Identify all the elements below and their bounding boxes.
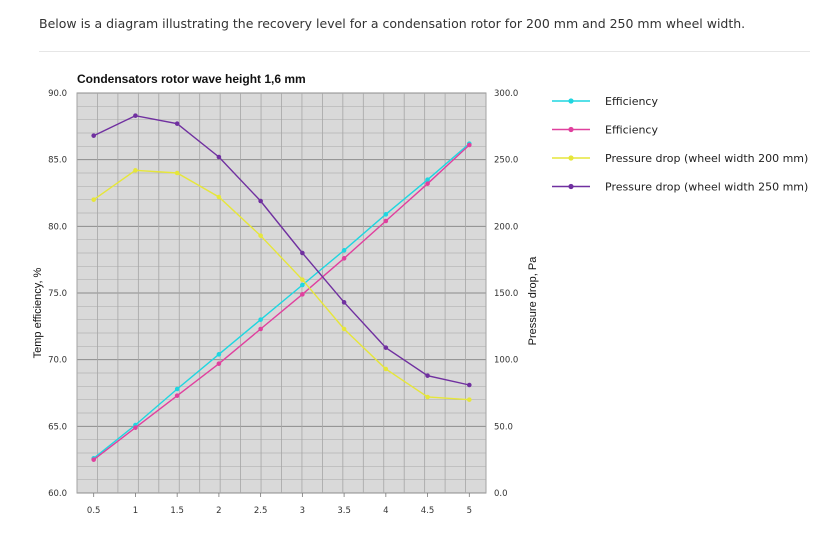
series-4-point	[216, 154, 222, 160]
legend-marker-4	[568, 183, 574, 190]
series-line-2	[93, 144, 470, 461]
series-4-point	[91, 133, 96, 138]
series-3-point	[174, 170, 180, 176]
series-1-point	[174, 386, 180, 392]
series-1-point	[300, 282, 305, 288]
intro-text: Below is a diagram illustrating the reco…	[39, 16, 746, 31]
series-2-point	[91, 457, 96, 462]
series-4-point	[383, 345, 389, 350]
series-2-point	[133, 425, 138, 430]
x-tick-label: 1	[133, 506, 138, 516]
series-4-point	[133, 113, 138, 118]
y-right-axis-title: Pressure drop, Pa	[527, 256, 539, 346]
x-tick-label: 2	[216, 506, 221, 516]
series-3-point	[341, 326, 347, 332]
y-right-tick-label: 200.0	[494, 222, 518, 232]
series-4-point	[467, 382, 472, 388]
series-3-point	[383, 366, 389, 372]
y-right-tick-label: 250.0	[494, 156, 518, 166]
y-right-tick-label: 50.0	[494, 422, 513, 432]
series-4-point	[174, 121, 180, 126]
y-right-tick-label: 150.0	[494, 289, 518, 299]
series-3-point	[133, 168, 138, 173]
series-2-point	[216, 361, 222, 366]
legend-marker-1	[568, 98, 574, 104]
series-2-point	[341, 256, 347, 261]
series-1-point	[258, 317, 263, 322]
y-left-tick-label: 90.0	[48, 89, 67, 99]
plot-area: 60.0 65.0 70.0 75.0 80.0 85.0 90.0 0.0 50.0 100.0…	[32, 89, 539, 516]
y-left-axis-title: Temp efficiency, %	[32, 267, 44, 358]
series-line-1	[93, 143, 470, 459]
series-2-point	[300, 292, 305, 297]
legend-label-4: Pressure drop (wheel width 250 mm)	[605, 181, 808, 194]
legend-marker-2	[568, 126, 574, 133]
y-right-tick-label: 0.0	[494, 489, 508, 499]
series-3-point	[216, 194, 222, 200]
y-left-tick-label: 85.0	[48, 156, 67, 166]
y-left-tick-label: 65.0	[48, 422, 67, 432]
series-4-point	[258, 198, 263, 204]
series-line-4	[93, 114, 470, 386]
series-1-point	[425, 177, 430, 182]
series-2-point	[174, 393, 180, 398]
series-2-point	[258, 326, 263, 332]
legend-label-2: Efficiency	[605, 124, 658, 137]
series-3-point	[91, 197, 96, 202]
series-1-point	[383, 212, 389, 217]
series-3-point	[300, 277, 305, 282]
x-tick-label: 2.5	[254, 506, 268, 516]
y-left-tick-label: 60.0	[48, 489, 67, 499]
series-2-point	[383, 218, 389, 224]
legend-marker-3	[568, 155, 574, 161]
series-3-point	[258, 233, 263, 238]
y-left-tick-label: 70.0	[48, 356, 67, 366]
series-4-point	[341, 300, 347, 305]
y-right-tick-label: 300.0	[494, 89, 518, 99]
chart-title: Condensators rotor wave height 1,6 mm	[77, 72, 306, 86]
series-1-point	[216, 352, 222, 357]
x-tick-label: 3	[300, 506, 305, 516]
y-right-tick-label: 100.0	[494, 356, 518, 366]
divider	[39, 51, 810, 52]
x-tick-label: 5	[467, 506, 472, 516]
x-tick-label: 1.5	[170, 506, 184, 516]
legend-label-3: Pressure drop (wheel width 200 mm)	[605, 152, 808, 165]
x-tick-label: 4	[383, 506, 388, 516]
y-left-tick-label: 75.0	[48, 289, 67, 299]
series-1-point	[341, 248, 347, 253]
legend: Efficiency Efficiency Pressure drop (wheel…	[552, 95, 808, 194]
series-2-point	[467, 142, 472, 148]
y-left-tick-label: 80.0	[48, 222, 67, 232]
series-3-point	[425, 394, 430, 400]
x-tick-label: 4.5	[421, 506, 435, 516]
legend-label-1: Efficiency	[605, 95, 658, 108]
series-2-point	[425, 181, 430, 186]
x-tick-label: 3.5	[337, 506, 351, 516]
series-3-point	[467, 397, 472, 402]
series-4-point	[300, 250, 305, 256]
series-4-point	[425, 373, 430, 378]
x-tick-label: 0.5	[87, 506, 101, 516]
series-line-3	[93, 169, 470, 401]
